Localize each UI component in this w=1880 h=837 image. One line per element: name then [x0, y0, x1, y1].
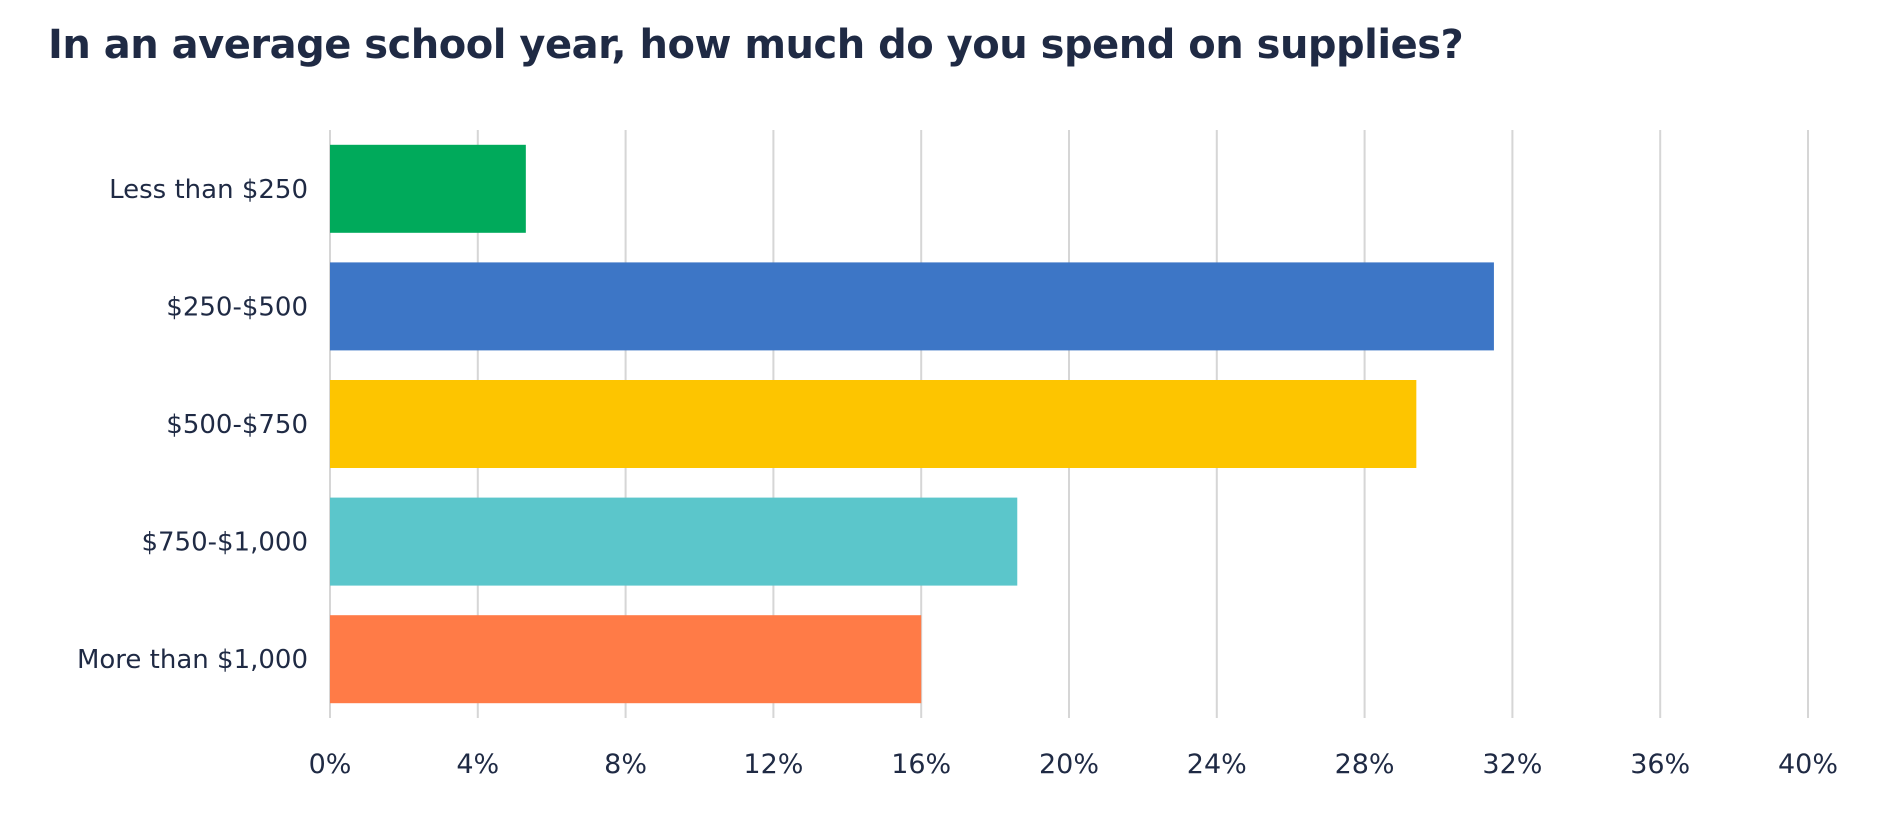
category-label: $750-$1,000: [141, 528, 308, 558]
category-label: $250-$500: [166, 292, 308, 322]
x-tick-label: 36%: [1630, 749, 1690, 780]
category-label: $500-$750: [166, 410, 308, 440]
bar: [330, 497, 1018, 586]
bar: [330, 380, 1417, 468]
x-axis-tick-labels: 0% 4% 8% 12% 16% 20% 24% 28% 32% 36% 40%: [309, 749, 1838, 780]
bars: [330, 144, 1494, 704]
x-tick-label: 24%: [1187, 749, 1247, 780]
category-label: Less than $250: [109, 175, 308, 205]
x-tick-label: 8%: [604, 749, 647, 780]
x-tick-label: 28%: [1335, 749, 1395, 780]
x-tick-label: 4%: [456, 749, 499, 780]
x-tick-label: 0%: [309, 749, 352, 780]
category-label: More than $1,000: [77, 645, 308, 675]
chart-title: In an average school year, how much do y…: [48, 22, 1464, 68]
x-tick-label: 16%: [891, 749, 951, 780]
x-tick-label: 40%: [1778, 749, 1838, 780]
bar: [330, 262, 1494, 351]
x-tick-label: 12%: [743, 749, 803, 780]
x-tick-label: 32%: [1482, 749, 1542, 780]
bar: [330, 144, 526, 233]
bar: [330, 615, 922, 704]
category-labels: Less than $250 $250-$500 $500-$750 $750-$1,…: [77, 175, 308, 675]
x-tick-label: 20%: [1039, 749, 1099, 780]
